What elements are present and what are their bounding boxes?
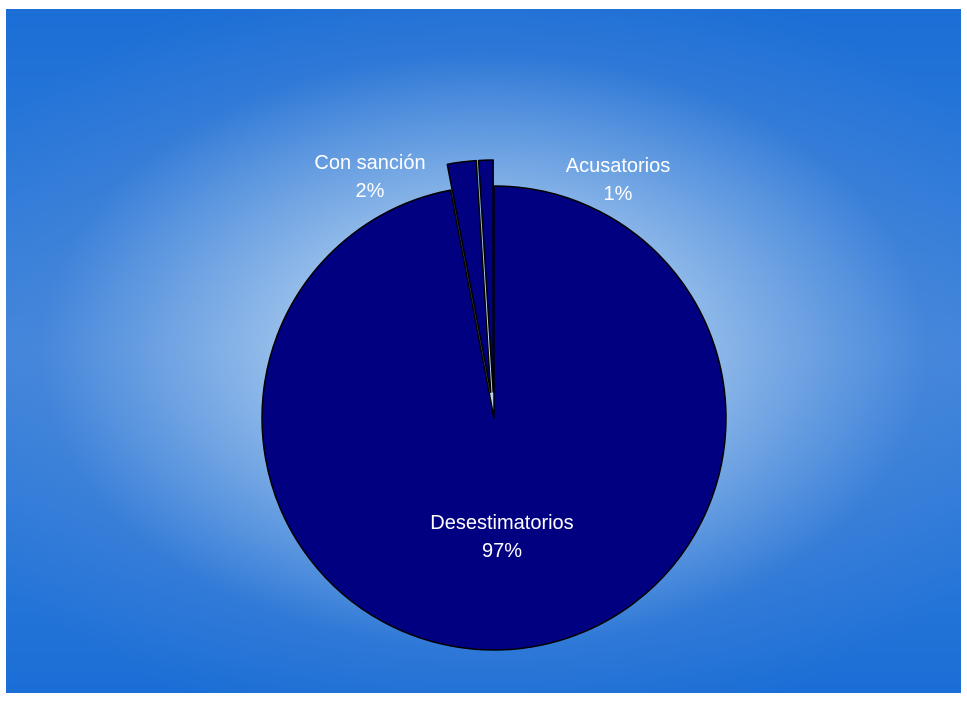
slice-label-acusatorios: Acusatorios [566, 155, 671, 177]
slice-label-desestimatorios: Desestimatorios [430, 512, 573, 534]
pie-slice-con-sancion [446, 159, 492, 393]
slice-percent-desestimatorios: 97% [482, 540, 522, 562]
slice-percent-con-sancion: 2% [356, 180, 385, 202]
pie-labels: Desestimatorios 97% Con sanción 2% Acusatori… [314, 152, 670, 562]
pie-slice-desestimatorios [261, 185, 727, 651]
pie-slice-acusatorios [477, 159, 494, 393]
slice-label-con-sancion: Con sanción [314, 152, 425, 174]
pie-chart: Desestimatorios 97% Con sanción 2% Acusatori… [261, 152, 727, 651]
chart-area: Desestimatorios 97% Con sanción 2% Acusatori… [6, 9, 961, 693]
pie-slices [261, 159, 727, 651]
slice-percent-acusatorios: 1% [604, 183, 633, 205]
